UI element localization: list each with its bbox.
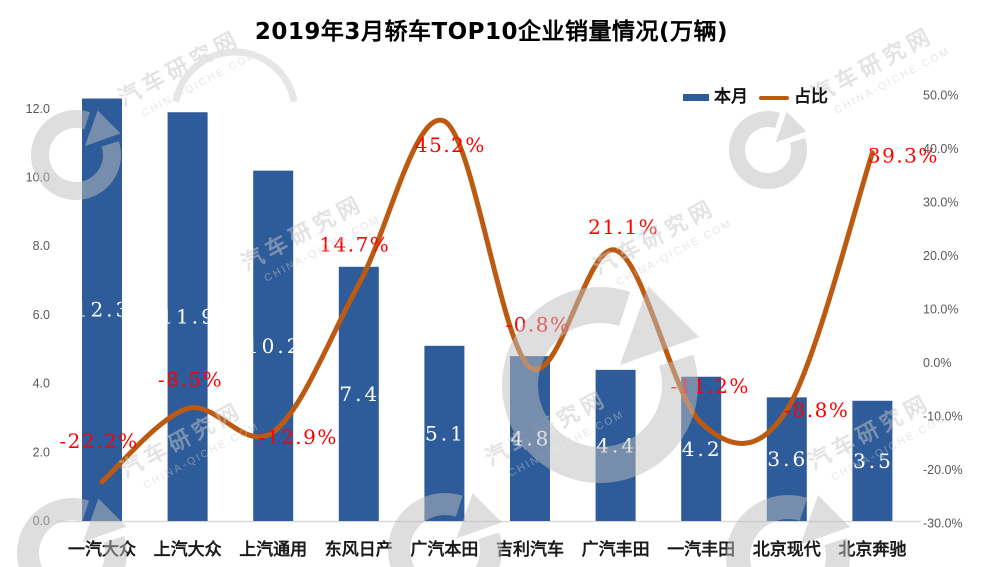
pct-label-8: -8.8%	[784, 398, 849, 422]
pct-label-1: -8.5%	[158, 367, 223, 391]
right-axis-tick-0.0%: 0.0%	[923, 356, 952, 370]
right-axis-tick-40.0%: 40.0%	[923, 142, 958, 156]
category-label-广汽丰田: 广汽丰田	[582, 539, 650, 560]
pct-label-6: 21.1%	[588, 215, 659, 239]
watermark-arc-icon	[172, 48, 298, 103]
category-label-北京奔驰: 北京奔驰	[838, 539, 906, 560]
bar-上汽通用	[253, 170, 294, 521]
bar-label-2: 10.2	[246, 334, 303, 358]
right-axis-tick--10.0%: -10.0%	[923, 410, 963, 424]
right-axis-tick--20.0%: -20.0%	[923, 463, 963, 477]
pct-label-0: -22.2%	[59, 429, 138, 453]
category-label-上汽通用: 上汽通用	[239, 539, 307, 560]
chart-title: 2019年3月轿车TOP10企业销量情况(万辆)	[254, 19, 729, 45]
watermark-logo-ring-icon	[726, 495, 850, 567]
category-label-东风日产: 东风日产	[325, 539, 393, 560]
right-axis-tick-30.0%: 30.0%	[923, 196, 958, 210]
bar-label-3: 7.4	[339, 382, 380, 406]
legend-line-swatch-icon	[759, 95, 789, 100]
legend-line-label: 占比	[794, 87, 828, 107]
watermark-logo-arrow-icon	[82, 498, 127, 543]
right-axis-tick--30.0%: -30.0%	[923, 517, 963, 531]
left-axis-tick-4.0: 4.0	[33, 377, 50, 391]
pct-label-3: 14.7%	[319, 232, 390, 256]
trend-line	[99, 117, 875, 485]
left-axis-tick-2.0: 2.0	[33, 445, 50, 459]
right-axis-tick-50.0%: 50.0%	[923, 89, 958, 103]
watermark-logo-arrow-icon	[456, 493, 502, 539]
legend-bar-label: 本月	[714, 87, 748, 107]
bar-label-9: 3.5	[853, 449, 894, 473]
pct-label-4: 45.2%	[415, 133, 486, 157]
pct-label-9: 39.3%	[868, 144, 939, 168]
bar-上汽大众	[167, 112, 208, 522]
legend: 本月 占比	[683, 89, 828, 106]
bar-广汽本田	[424, 345, 465, 521]
bar-label-8: 3.6	[767, 447, 808, 471]
watermark-logo-arrow-icon	[775, 111, 807, 143]
watermark-logo-arrow-icon	[619, 286, 699, 366]
bar-label-4: 5.1	[425, 421, 466, 445]
bar-北京奔驰	[852, 400, 893, 521]
right-axis-tick-20.0%: 20.0%	[923, 249, 958, 263]
left-axis-tick-8.0: 8.0	[33, 239, 50, 253]
bar-label-7: 4.2	[682, 437, 723, 461]
legend-bar-swatch-icon	[683, 94, 709, 101]
watermark-logo-arrow-icon	[84, 110, 121, 147]
watermark-logo-ring-icon	[17, 498, 127, 567]
bar-label-1: 11.9	[160, 305, 217, 329]
category-label-上汽大众: 上汽大众	[154, 539, 223, 560]
category-label-一汽丰田: 一汽丰田	[667, 539, 735, 560]
bar-label-0: 12.3	[75, 298, 132, 322]
watermark-logo-ring-icon	[31, 110, 121, 200]
pct-label-2: -12.9%	[259, 425, 338, 449]
watermark-logo-arrow-icon	[800, 495, 850, 545]
category-label-北京现代: 北京现代	[753, 539, 821, 560]
left-axis-tick-6.0: 6.0	[33, 308, 50, 322]
category-label-吉利汽车: 吉利汽车	[496, 539, 564, 560]
watermark-logo-ring-icon	[388, 493, 502, 567]
left-axis-tick-12.0: 12.0	[26, 102, 50, 116]
category-label-广汽本田: 广汽本田	[410, 539, 478, 560]
right-axis-tick-10.0%: 10.0%	[923, 303, 958, 317]
watermark-logo-ring-icon	[502, 287, 698, 483]
watermark-logo-ring-icon	[729, 111, 807, 189]
